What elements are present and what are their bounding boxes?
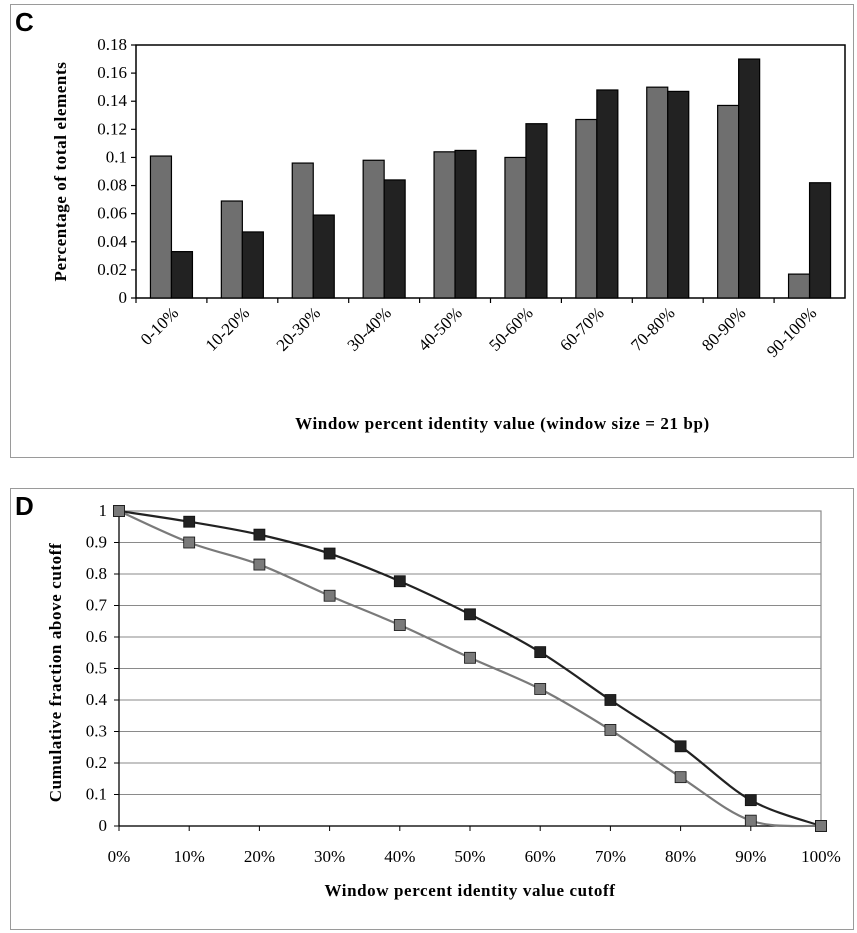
bar-series-1	[504, 156, 527, 299]
x-category-label: 40-50%	[414, 303, 465, 354]
series-1-marker	[604, 694, 617, 706]
y-tick-label: 0.1	[86, 785, 107, 804]
series-2-marker	[253, 558, 266, 571]
series-2-marker	[393, 619, 406, 631]
bar-series-2	[241, 231, 264, 299]
bar-series-1	[149, 155, 173, 299]
y-tick-label: 0.02	[97, 260, 127, 279]
x-category-label: 20-30%	[273, 303, 324, 354]
x-tick-label: 70%	[595, 847, 626, 866]
y-tick-label: 0.2	[86, 753, 107, 772]
x-category-label: 80-90%	[698, 303, 749, 354]
y-tick-label: 0.3	[86, 722, 107, 741]
series-1-marker	[323, 547, 336, 560]
y-tick-label: 0.08	[97, 176, 127, 195]
y-tick-label: 0.18	[97, 35, 127, 54]
y-axis-title: Cumulative fraction above cutoff	[46, 543, 65, 803]
series-1-marker	[534, 646, 547, 659]
x-category-label: 30-40%	[343, 303, 394, 354]
bar-series-1	[362, 159, 385, 299]
bar-series-2	[454, 149, 477, 299]
y-tick-label: 0.1	[106, 147, 127, 166]
series-2-marker	[744, 814, 757, 827]
bar-series-2	[667, 90, 690, 299]
bar-series-2	[738, 58, 761, 299]
x-category-label: 90-100%	[763, 303, 821, 361]
series-2-marker	[674, 771, 687, 784]
series-1-marker	[674, 740, 687, 753]
series-2-marker	[464, 651, 476, 664]
x-tick-label: 40%	[384, 847, 415, 866]
y-tick-label: 0.06	[97, 204, 127, 223]
x-category-label: 60-70%	[556, 303, 607, 354]
x-tick-label: 10%	[174, 847, 205, 866]
bar-series-1	[220, 200, 243, 299]
y-tick-label: 0.4	[86, 690, 108, 709]
line-chart: 00.10.20.30.40.50.60.70.80.910% 10% 20% 30%…	[46, 501, 841, 900]
series-2-marker	[604, 724, 617, 736]
bar-chart: 0 0.02 0.04 0.06 0.08 0.1 0.12 0.14 0.16 0.18 0-10…	[51, 35, 846, 433]
y-tick-label: 0	[119, 288, 128, 307]
series-1-marker	[744, 794, 757, 807]
y-tick-label: 0.14	[97, 91, 127, 110]
x-axis-title: Window percent identity value (window si…	[295, 414, 710, 433]
bar-series-1	[787, 273, 811, 299]
panel-c-letter: C	[15, 7, 34, 37]
bar-series-1	[575, 118, 598, 299]
x-tick-label: 30%	[314, 847, 345, 866]
series-2-marker	[183, 536, 196, 549]
y-tick-label: 0.6	[86, 627, 107, 646]
y-tick-label: 1	[99, 501, 108, 520]
series-1-marker	[253, 528, 266, 541]
series-2-marker	[534, 683, 547, 695]
x-tick-label: 60%	[525, 847, 556, 866]
x-tick-label: 20%	[244, 847, 275, 866]
x-tick-label: 100%	[801, 847, 841, 866]
panel-d-letter: D	[15, 491, 34, 521]
series-1-marker	[393, 575, 406, 588]
bar-series-2	[596, 89, 619, 299]
y-tick-label: 0.5	[86, 659, 107, 678]
bar-series-2	[170, 251, 194, 299]
bar-series-2	[312, 214, 335, 299]
x-category-label: 0-10%	[137, 303, 182, 348]
bar-series-2	[525, 123, 548, 299]
panel-c: C 0 0.02 0.04 0.06 0.08 0.1 0.12 0.14 0.16 0.18 0-…	[10, 4, 854, 458]
x-category-label: 70-80%	[627, 303, 678, 354]
y-tick-label: 0.04	[97, 232, 127, 251]
y-axis-title: Percentage of total elements	[51, 62, 70, 282]
series-2-marker	[815, 820, 827, 832]
series-2-marker	[323, 589, 336, 602]
x-tick-label: 0%	[108, 847, 131, 866]
bar-series-2	[808, 182, 832, 299]
y-tick-label: 0	[99, 816, 108, 835]
bar-series-1	[291, 162, 314, 299]
series-2-marker	[113, 505, 125, 517]
x-tick-label: 50%	[454, 847, 485, 866]
bar-series-2	[383, 179, 406, 299]
bar-series-1	[433, 151, 456, 299]
y-tick-label: 0.9	[86, 533, 107, 552]
x-tick-label: 80%	[665, 847, 696, 866]
x-tick-label: 90%	[735, 847, 766, 866]
series-1-marker	[183, 515, 196, 528]
bar-series-1	[646, 86, 669, 299]
y-tick-label: 0.7	[86, 596, 108, 615]
x-axis-title: Window percent identity value cutoff	[324, 881, 615, 900]
y-tick-label: 0.8	[86, 564, 107, 583]
x-category-label: 50-60%	[485, 303, 536, 354]
panel-d: D 0 0.1 0.2 0.3 0.4 0.5 0.6 0.7 0.8 0.9 1 0% 10% 20% 3…	[10, 488, 854, 930]
series-1-marker	[464, 608, 476, 621]
y-tick-label: 0.12	[97, 119, 127, 138]
bar-series-1	[717, 104, 740, 299]
x-category-label: 10-20%	[202, 303, 253, 354]
y-tick-label: 0.16	[97, 63, 127, 82]
